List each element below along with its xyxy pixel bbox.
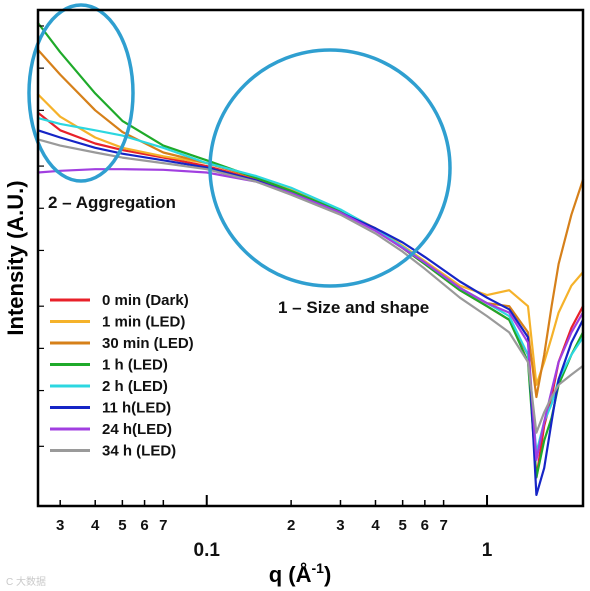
x-minor-tick-label: 7	[439, 517, 447, 534]
x-minor-tick-label: 4	[91, 517, 100, 534]
x-minor-tick-label: 5	[398, 517, 406, 534]
series-line-7	[36, 138, 585, 434]
x-minor-tick-label: 4	[371, 517, 380, 534]
x-minor-tick-label: 5	[118, 517, 126, 534]
x-axis-title-main: q (Å	[269, 561, 312, 587]
x-minor-tick-label: 3	[56, 517, 64, 534]
x-axis-title-close: )	[324, 562, 331, 587]
x-minor-tick-label: 3	[336, 517, 344, 534]
x-axis-title-sup: -1	[311, 560, 324, 576]
legend-label-1: 1 min (LED)	[102, 314, 185, 331]
plot-frame	[36, 8, 585, 508]
x-axis-title: q (Å-1)	[269, 560, 332, 587]
size-shape-annotation: 1 – Size and shape	[278, 298, 429, 317]
x-minor-tick-label: 6	[421, 517, 429, 534]
x-minor-tick-label: 2	[287, 517, 295, 534]
legend-label-0: 0 min (Dark)	[102, 292, 189, 309]
size-shape-region-ellipse	[208, 48, 452, 288]
x-minor-tick-label: 6	[140, 517, 148, 534]
legend-label-6: 24 h(LED)	[102, 421, 172, 438]
legend: 0 min (Dark) 1 min (LED) 30 min (LED) 1 h (…	[50, 292, 194, 460]
legend-label-5: 11 h(LED)	[102, 400, 171, 417]
x-major-tick-label: 0.1	[194, 540, 221, 561]
watermark-text: C 大数据	[6, 575, 46, 588]
aggregation-region-ellipse	[27, 3, 135, 183]
x-minor-tick-label: 7	[159, 517, 167, 534]
legend-label-7: 34 h (LED)	[102, 443, 176, 460]
legend-label-3: 1 h (LED)	[102, 357, 168, 374]
legend-label-4: 2 h (LED)	[102, 378, 168, 395]
series-line-5	[36, 129, 585, 496]
aggregation-annotation: 2 – Aggregation	[48, 193, 176, 212]
y-axis-title: Intensity (A.U.)	[3, 180, 28, 335]
legend-label-2: 30 min (LED)	[102, 335, 194, 352]
x-axis-ticks: 3 4 5 6 7 2 3 4 5 6 70.1 1	[38, 25, 493, 561]
x-major-tick-label: 1	[482, 540, 493, 561]
